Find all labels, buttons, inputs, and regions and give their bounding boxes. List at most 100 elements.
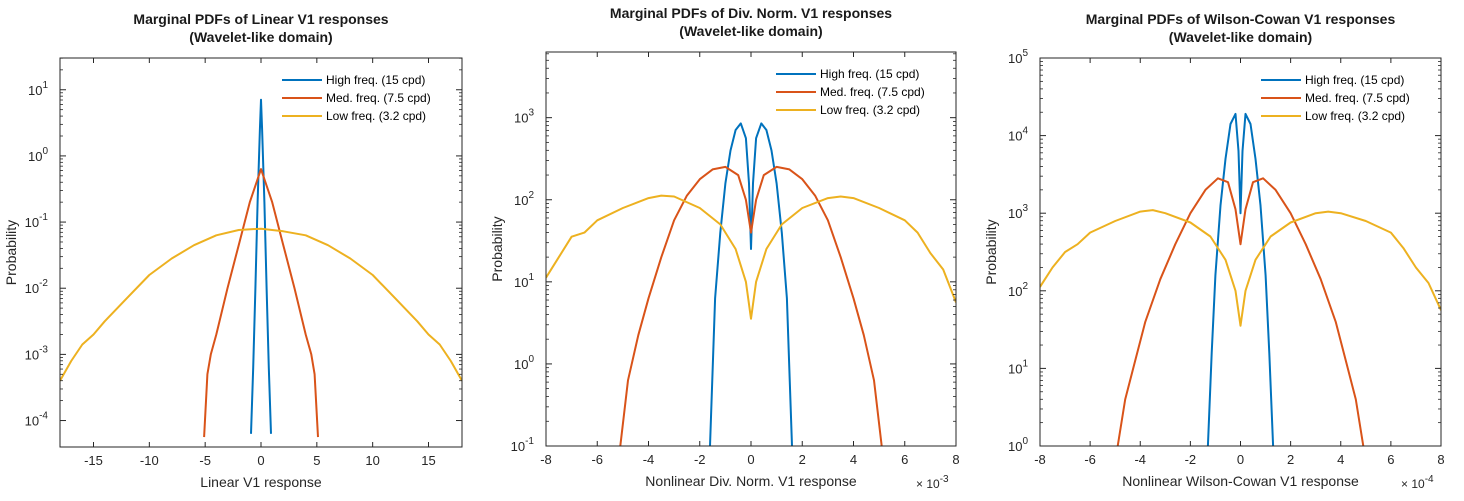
x-tick-label: -2 [1185,452,1197,467]
x-tick-label: 0 [1237,452,1244,467]
x-multiplier-base: × 10 [916,477,940,491]
x-tick-label: 8 [952,452,959,467]
x-tick-label: -8 [1034,452,1046,467]
y-tick-base: 10 [1008,361,1022,376]
legend-label: High freq. (15 cpd) [820,67,919,81]
y-tick-label: 105 [1008,48,1028,66]
y-axis-label: Probability [489,216,505,281]
series-line-high-freq [1206,112,1275,446]
y-tick-exponent: 1 [42,80,48,91]
y-tick-exponent: -4 [39,411,48,422]
y-tick-exponent: 2 [528,190,534,201]
y-tick-base: 10 [1008,284,1022,299]
x-tick-label: -10 [140,453,159,468]
x-tick-label: 6 [901,452,908,467]
x-axis-label: Nonlinear Div. Norm. V1 response [645,473,857,489]
series-line-med-freq [1116,177,1365,446]
y-tick-label: 101 [28,80,48,98]
series-line-low-freq [1040,209,1441,327]
y-tick-exponent: 1 [528,272,534,283]
y-tick-base: 10 [514,357,528,372]
x-tick-label: -2 [694,452,706,467]
y-tick-label: 101 [1008,358,1028,376]
y-tick-label: 101 [514,272,534,290]
x-tick-label: 8 [1437,452,1444,467]
chart-subtitle: (Wavelet-like domain) [1169,29,1312,45]
y-tick-label: 102 [514,190,534,208]
x-tick-label: 0 [747,452,754,467]
y-tick-label: 104 [1008,126,1028,144]
x-axis-multiplier: × 10-3 [916,474,949,491]
chart-subtitle: (Wavelet-like domain) [189,29,332,45]
y-tick-label: 10-4 [25,411,49,429]
y-tick-exponent: 3 [528,108,534,119]
series-line-low-freq [60,227,462,382]
y-tick-base: 10 [25,414,39,429]
chart-panel-wilson-cowan: Marginal PDFs of Wilson-Cowan V1 respons… [983,11,1445,491]
y-tick-base: 10 [511,439,525,454]
y-tick-label: 103 [514,108,534,126]
y-tick-label: 10-1 [25,212,49,230]
y-tick-base: 10 [514,111,528,126]
x-multiplier-exponent: -4 [1425,474,1434,485]
x-axis-label: Linear V1 response [200,474,322,490]
y-tick-label: 10-2 [25,278,49,296]
legend-label: High freq. (15 cpd) [1305,73,1404,87]
y-tick-label: 103 [1008,203,1028,221]
chart-title: Marginal PDFs of Linear V1 responses [133,11,388,27]
y-tick-exponent: 0 [1022,436,1028,447]
series-line-high-freq [250,98,272,434]
y-axis-label: Probability [3,220,19,285]
y-tick-base: 10 [514,275,528,290]
y-tick-base: 10 [1008,129,1022,144]
y-tick-base: 10 [28,149,42,164]
series-line-low-freq [546,194,956,320]
y-tick-base: 10 [28,83,42,98]
y-tick-label: 100 [514,354,534,372]
x-tick-label: -6 [591,452,603,467]
legend-label: High freq. (15 cpd) [326,73,425,87]
y-tick-exponent: -3 [39,344,48,355]
y-tick-exponent: -1 [39,212,48,223]
x-tick-label: 4 [1337,452,1344,467]
y-tick-label: 100 [1008,436,1028,454]
legend-label: Med. freq. (7.5 cpd) [326,91,431,105]
y-tick-exponent: 2 [1022,281,1028,292]
y-axis-label: Probability [983,219,999,284]
y-tick-base: 10 [514,193,528,208]
legend-label: Low freq. (3.2 cpd) [820,103,920,117]
chart-panel-linear: Marginal PDFs of Linear V1 responses (Wav… [3,11,463,490]
x-tick-label: -6 [1084,452,1096,467]
legend-label: Low freq. (3.2 cpd) [1305,109,1405,123]
x-axis-label: Nonlinear Wilson-Cowan V1 response [1122,473,1359,489]
x-tick-label: 5 [313,453,320,468]
y-tick-label: 10-1 [511,436,535,454]
y-tick-exponent: 0 [528,354,534,365]
x-multiplier-exponent: -3 [940,474,949,485]
y-tick-label: 10-3 [25,344,49,362]
x-tick-label: -4 [643,452,655,467]
y-tick-label: 100 [28,146,48,164]
legend-label: Med. freq. (7.5 cpd) [1305,91,1410,105]
x-tick-label: 10 [365,453,379,468]
chart-title: Marginal PDFs of Div. Norm. V1 responses [610,5,892,21]
x-tick-label: -5 [199,453,211,468]
x-tick-label: -8 [540,452,552,467]
y-tick-base: 10 [25,215,39,230]
y-tick-exponent: -1 [525,436,534,447]
x-multiplier-base: × 10 [1401,477,1425,491]
x-tick-label: 2 [1287,452,1294,467]
y-tick-exponent: -2 [39,278,48,289]
chart-subtitle: (Wavelet-like domain) [679,23,822,39]
x-tick-label: 15 [421,453,435,468]
y-tick-exponent: 0 [42,146,48,157]
y-tick-base: 10 [1008,439,1022,454]
x-tick-label: -15 [84,453,103,468]
x-axis-multiplier: × 10-4 [1401,474,1434,491]
y-tick-base: 10 [1008,206,1022,221]
chart-title: Marginal PDFs of Wilson-Cowan V1 respons… [1086,11,1396,27]
x-tick-label: 4 [850,452,857,467]
series-line-med-freq [203,168,319,438]
x-tick-label: 0 [257,453,264,468]
